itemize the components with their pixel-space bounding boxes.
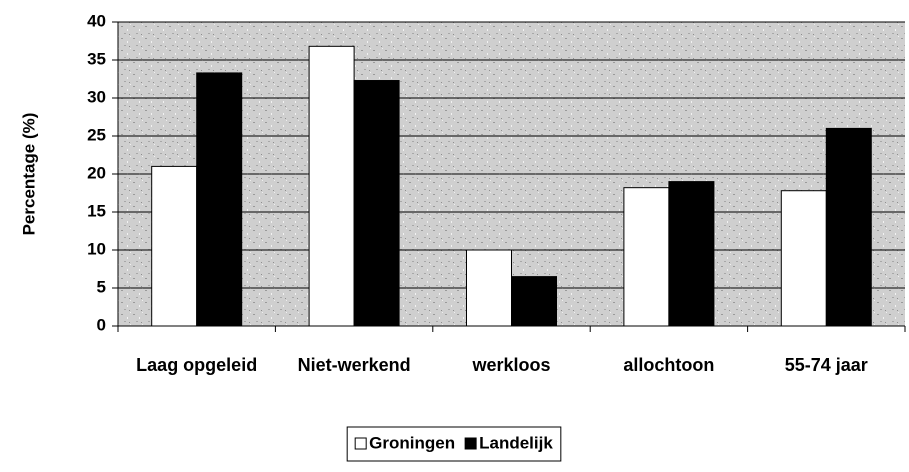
x-tick-label: 55-74 jaar bbox=[785, 355, 868, 375]
x-tick-label: Niet-werkend bbox=[298, 355, 411, 375]
y-tick-label: 35 bbox=[87, 49, 106, 68]
bar bbox=[353, 80, 400, 327]
legend-label: Groningen bbox=[369, 433, 455, 452]
bar bbox=[466, 249, 512, 327]
y-tick-label: 25 bbox=[87, 125, 106, 144]
y-tick-label: 40 bbox=[87, 11, 106, 30]
x-tick-label: Laag opgeleid bbox=[136, 355, 257, 375]
bar bbox=[668, 181, 715, 327]
bar bbox=[623, 187, 670, 327]
bar bbox=[308, 45, 355, 327]
legend-swatch bbox=[354, 437, 367, 450]
legend-swatch bbox=[464, 437, 477, 450]
y-tick-label: 30 bbox=[87, 87, 106, 106]
y-tick-label: 10 bbox=[87, 239, 106, 258]
bar bbox=[151, 165, 198, 327]
bar bbox=[825, 127, 872, 327]
bar bbox=[511, 276, 557, 327]
y-tick-label: 20 bbox=[87, 163, 106, 182]
x-tick-label: werkloos bbox=[471, 355, 550, 375]
y-tick-label: 15 bbox=[87, 201, 106, 220]
bar bbox=[196, 72, 243, 327]
legend-label: Landelijk bbox=[479, 433, 553, 452]
x-tick-label: allochtoon bbox=[623, 355, 714, 375]
y-tick-label: 5 bbox=[97, 277, 106, 296]
y-tick-label: 0 bbox=[97, 315, 106, 334]
bar bbox=[780, 190, 827, 327]
y-axis-label: Percentage (%) bbox=[19, 113, 38, 236]
legend-box bbox=[346, 426, 562, 462]
